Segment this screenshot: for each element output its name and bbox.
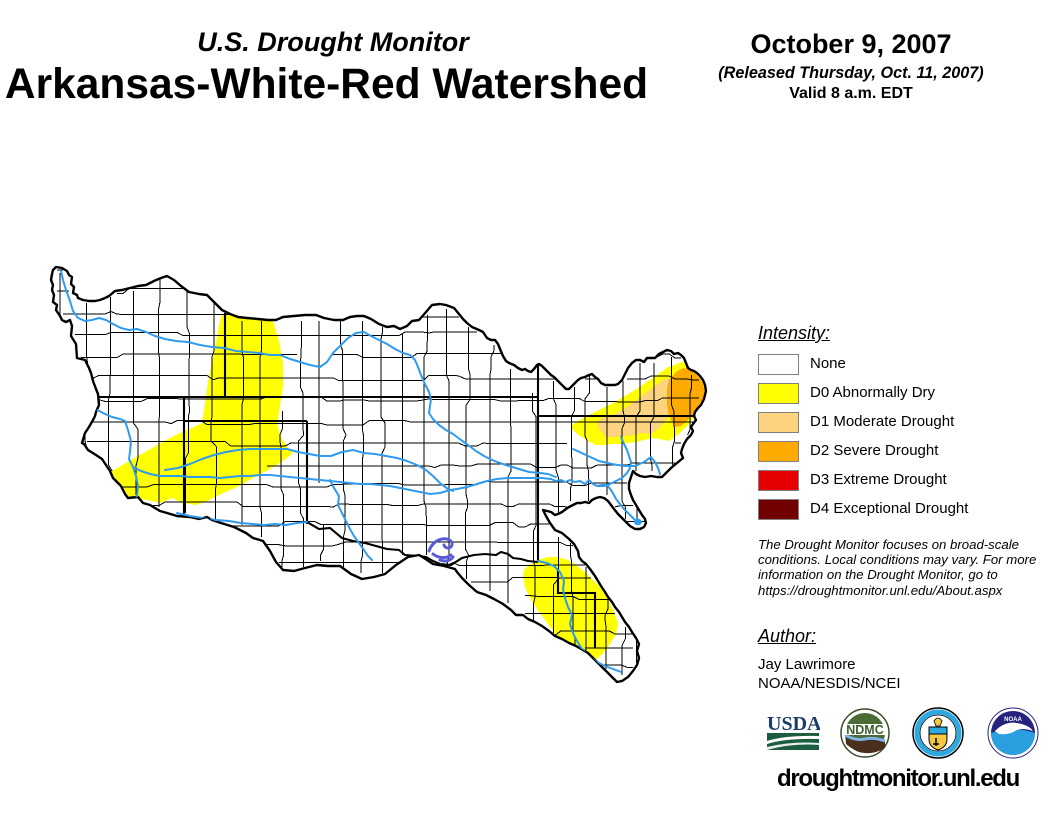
svg-text:NDMC: NDMC	[846, 723, 884, 737]
svg-text:NOAA: NOAA	[1004, 717, 1022, 723]
svg-text:USDA: USDA	[767, 714, 820, 735]
